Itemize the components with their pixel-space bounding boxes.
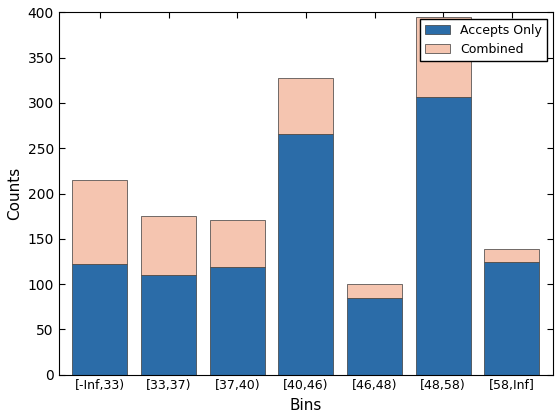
Bar bbox=[347, 298, 402, 375]
Legend: Accepts Only, Combined: Accepts Only, Combined bbox=[420, 19, 547, 61]
Bar bbox=[416, 97, 470, 375]
Bar bbox=[416, 17, 470, 97]
Bar bbox=[484, 262, 539, 375]
Bar bbox=[484, 249, 539, 262]
Y-axis label: Counts: Counts bbox=[7, 167, 22, 220]
Bar bbox=[347, 284, 402, 298]
Bar bbox=[278, 78, 333, 134]
Bar bbox=[141, 275, 196, 375]
X-axis label: Bins: Bins bbox=[290, 398, 322, 413]
Bar bbox=[72, 264, 127, 375]
Bar bbox=[72, 180, 127, 264]
Bar bbox=[210, 267, 265, 375]
Bar bbox=[278, 134, 333, 375]
Bar bbox=[210, 220, 265, 267]
Bar bbox=[141, 216, 196, 275]
